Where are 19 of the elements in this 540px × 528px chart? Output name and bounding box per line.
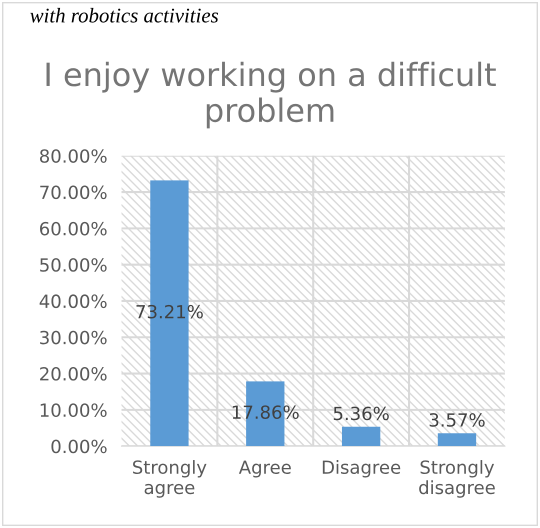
y-tick-label: 0.00%: [51, 440, 107, 454]
x-tick-label: Disagree: [322, 460, 400, 478]
x-tick-label: Agree: [238, 460, 291, 478]
chart-title: I enjoy working on a difficult problem: [46, 62, 496, 128]
x-tick-label: Strongly disagree: [419, 460, 495, 498]
y-tick-label: 30.00%: [40, 330, 107, 344]
bar: [342, 426, 380, 446]
data-label: 5.36%: [334, 406, 389, 420]
data-label: 3.57%: [430, 413, 485, 427]
y-tick-label: 60.00%: [40, 222, 107, 236]
y-tick-label: 80.00%: [40, 149, 107, 163]
text: with robotics activities: [30, 8, 218, 23]
y-tick-label: 40.00%: [40, 294, 107, 308]
x-tick-label: Strongly agree: [133, 460, 206, 498]
y-tick-label: 20.00%: [40, 367, 107, 381]
y-tick-label: 50.00%: [40, 258, 107, 272]
y-tick-label: 10.00%: [40, 403, 107, 417]
y-tick-label: 70.00%: [40, 186, 107, 200]
bar: [438, 433, 476, 446]
